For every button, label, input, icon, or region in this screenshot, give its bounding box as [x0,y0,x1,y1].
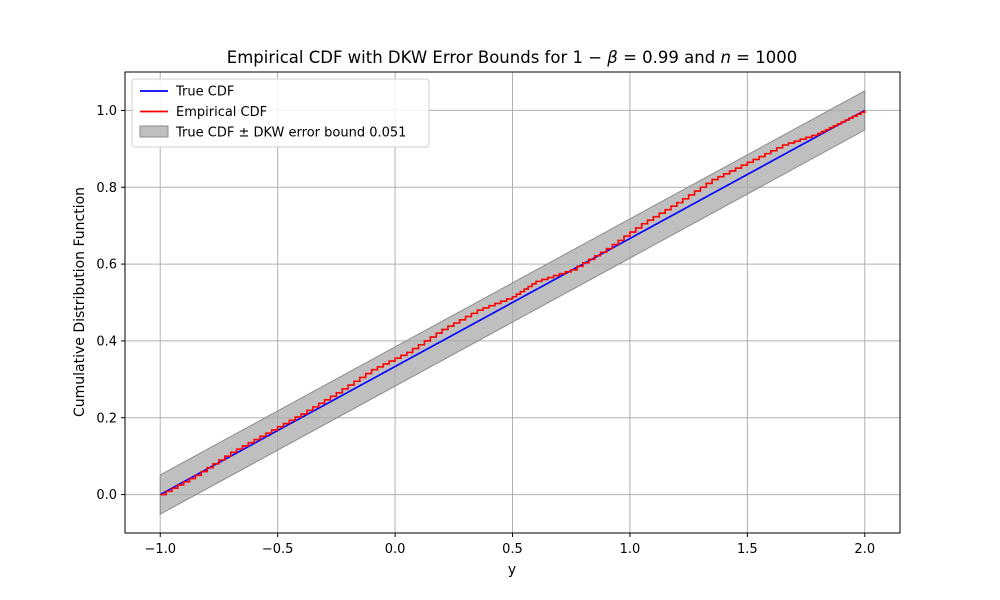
chart-title: Empirical CDF with DKW Error Bounds for … [227,48,797,67]
x-axis-ticks: −1.0 −0.5 0.0 0.5 1.0 1.5 2.0 [144,533,875,557]
legend: True CDF Empirical CDF True CDF ± DKW erro… [131,78,430,148]
y-tick-label-2: 0.4 [96,334,117,349]
x-tick-label-0: −1.0 [144,542,176,557]
legend-box [131,78,430,148]
legend-swatch-2 [139,125,169,138]
x-tick-label-6: 2.0 [854,542,875,557]
y-tick-label-1: 0.2 [96,411,117,426]
x-tick-label-1: −0.5 [262,542,294,557]
y-axis-label: Cumulative Distribution Function [72,187,88,417]
legend-label-0: True CDF [175,85,234,100]
series-lines [159,109,866,496]
x-tick-label-3: 0.5 [502,542,523,557]
y-tick-label-4: 0.8 [96,181,117,196]
y-tick-label-0: 0.0 [96,488,117,503]
empirical-cdf-step [160,110,866,496]
y-tick-label-5: 1.0 [96,104,117,119]
grid [125,72,900,533]
y-axis-ticks: 0.0 0.2 0.4 0.6 0.8 1.0 [96,104,125,503]
x-tick-label-2: 0.0 [385,542,406,557]
y-tick-label-3: 0.6 [96,258,117,273]
x-axis-label: y [508,562,516,578]
x-tick-label-5: 1.5 [737,542,758,557]
legend-label-1: Empirical CDF [176,105,267,120]
x-tick-label-4: 1.0 [620,542,641,557]
legend-label-2: True CDF ± DKW error bound 0.051 [175,126,406,141]
